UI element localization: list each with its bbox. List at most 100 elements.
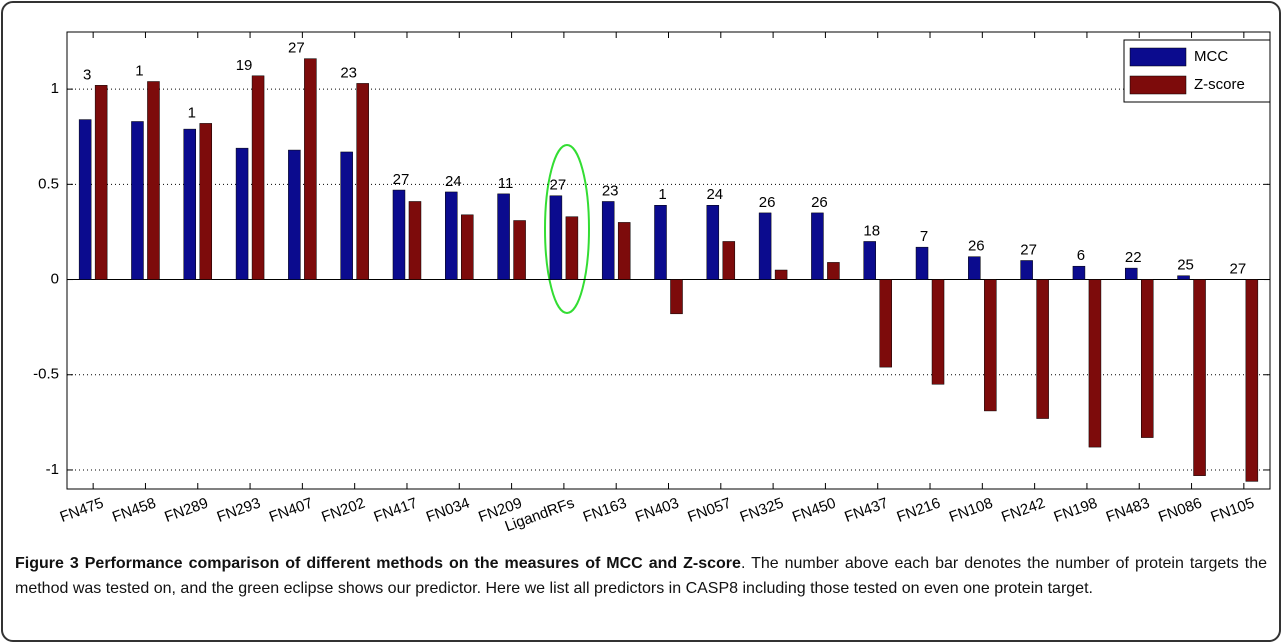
count-label: 22 [1125,249,1142,266]
caption-text: . The number above each bar denotes the … [15,555,1268,597]
count-label: 24 [445,173,462,190]
x-tick-label: FN437 [842,495,890,526]
bar [1193,279,1206,476]
x-tick-label: FN057 [685,495,733,526]
bar [670,279,683,315]
bar [706,205,720,280]
bar [879,279,892,368]
x-tick-label: FN216 [895,495,943,526]
bar [774,269,788,280]
bar [340,151,353,280]
chart: -1 -0.5 0 0.5 1 FN475 3 FN458 1 FN289 1 FN293 19 FN40… [33,31,1271,535]
count-label: 6 [1077,247,1085,264]
x-tick-label: FN289 [162,495,210,526]
bar [1124,267,1138,280]
bar [601,201,615,280]
count-label: 1 [135,62,143,79]
bar [147,81,160,280]
count-label: 27 [1230,261,1247,278]
x-tick-label: FN086 [1156,495,1204,526]
count-label: 1 [658,186,666,203]
count-label: 27 [393,171,410,188]
count-label: 11 [498,175,514,192]
legend-swatch [1129,47,1187,67]
bar [251,75,265,280]
count-label: 27 [1020,241,1037,258]
bar [497,193,510,280]
bar [722,241,736,280]
count-label: 3 [83,66,91,83]
bar [131,121,144,280]
caption: Figure 3 Performance comparison of diffe… [15,551,1267,601]
bar [1020,260,1033,280]
x-tick-label: FN407 [267,495,315,526]
bar [827,262,840,280]
bar [1177,275,1190,280]
bar [931,279,945,385]
bar [408,201,422,280]
bar [1245,279,1259,482]
bar [1088,279,1102,448]
legend-swatch [1129,75,1187,95]
count-label: 18 [863,222,880,239]
count-label: 7 [920,228,928,245]
x-tick-label: FN198 [1052,495,1100,526]
bar [863,241,876,280]
x-tick-label: FN458 [110,495,158,526]
bar [811,212,824,280]
x-tick-label: FN163 [581,495,629,526]
bar [94,85,108,280]
x-tick-label: FN417 [372,495,420,526]
count-label: 25 [1177,257,1194,274]
bar [513,220,526,280]
x-tick-label: FN202 [319,495,367,526]
highlight-ellipse [544,144,590,314]
bar [1072,265,1086,280]
y-tick-label: 0 [51,271,59,288]
bar [356,83,369,280]
x-tick-label: FN242 [999,495,1047,526]
x-tick-label: FN293 [215,495,263,526]
bar [915,246,929,280]
y-tick-label: 1 [51,80,59,97]
bar [758,212,772,280]
bar [461,214,474,280]
count-label: 26 [811,194,828,211]
x-tick-label: FN483 [1104,495,1152,526]
x-tick-label: FN403 [633,495,681,526]
count-label: 1 [188,104,196,121]
bar [78,119,92,280]
y-tick-label: 0.5 [38,175,59,192]
x-tick-label: FN450 [790,495,838,526]
bar [199,123,213,280]
bar [288,149,301,280]
y-tick-label: -1 [46,461,59,478]
legend-label: Z-score [1194,76,1245,93]
count-label: 23 [602,182,619,199]
bar [183,128,197,280]
x-tick-label: FN034 [424,495,472,526]
x-tick-label: FN105 [1208,495,1256,526]
count-label: 26 [968,238,985,255]
bar [1140,279,1154,438]
bar [235,147,249,280]
bar [984,279,997,412]
legend-label: MCC [1194,48,1228,65]
bar [392,189,406,280]
count-label: 24 [706,186,723,203]
bar [654,205,667,280]
count-label: 26 [759,194,776,211]
bar [617,222,631,280]
x-tick-label: FN325 [738,495,786,526]
bar [1036,279,1049,419]
count-label: 27 [288,40,305,57]
bar [968,256,981,280]
bar [304,58,317,280]
bar [565,216,579,280]
bar [445,191,458,280]
count-label: 23 [340,64,357,81]
x-tick-label: FN108 [947,495,995,526]
caption-title: Figure 3 Performance comparison of diffe… [15,555,741,572]
count-label: 19 [236,57,253,74]
